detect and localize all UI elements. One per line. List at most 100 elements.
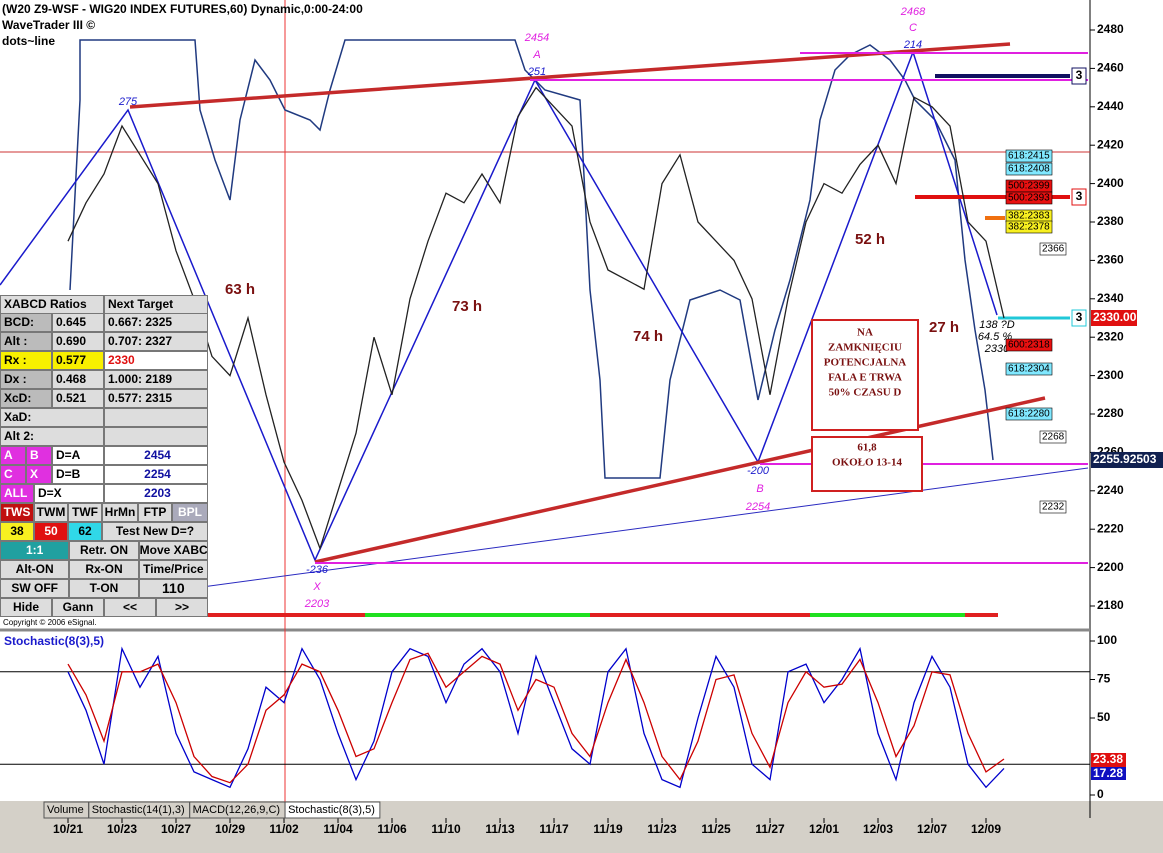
panel-cell: Next Target [104,295,208,314]
mode-label: dots~line [2,34,55,48]
panel-cell[interactable]: Test New D=? [102,522,208,541]
panel-cell: 0.667: 2325 [104,313,208,332]
tab[interactable]: Stochastic(8(3),5) [288,804,375,816]
annotation: 64.5 % [978,331,1012,343]
y-tick-label: 2440 [1097,99,1124,113]
panel-cell: 2254 [104,465,208,484]
x-tick-label: 11/25 [701,822,731,836]
panel-cell[interactable]: SW OFF [0,579,70,598]
annotation: 2203 [304,598,330,610]
y-tick-label: 0 [1097,787,1104,801]
panel-cell: Alt : [0,332,52,351]
tab[interactable]: Stochastic(14(1),3) [92,804,185,816]
trend-line [179,467,1089,591]
panel-cell[interactable]: BPL [172,503,208,522]
level-label: 2366 [1042,244,1065,255]
level-label: 500:2393 [1008,193,1050,204]
x-tick-label: 12/07 [917,822,947,836]
marker-label: 3 [1076,189,1083,203]
annotation: 2468 [900,6,926,18]
y-tick-label: 2480 [1097,22,1124,36]
panel-cell[interactable]: TWM [34,503,68,522]
panel-cell: ALL [0,484,34,503]
marker-box [1071,67,1087,85]
panel-cell[interactable]: >> [156,598,208,617]
level-box [1005,191,1053,205]
panel-cell: C [0,465,26,484]
note-text: OKOŁO 13-14 [832,457,902,469]
level-box [1039,242,1067,256]
panel-cell: 0.577: 2315 [104,389,208,408]
panel-cell[interactable]: T-ON [69,579,139,598]
marker-label: 3 [1076,310,1083,324]
level-label: 618:2408 [1008,164,1050,175]
panel-cell: 1.000: 2189 [104,370,208,389]
envelope-line [69,39,994,479]
level-label: 2268 [1042,432,1065,443]
panel-cell: 0.468 [52,370,104,389]
panel-cell[interactable]: Alt-ON [0,560,70,579]
y-tick-label: 2180 [1097,598,1124,612]
panel-cell[interactable]: HrMn [102,503,138,522]
note-box [811,319,919,431]
annotation: 52 h [855,231,885,248]
note-text: ZAMKNIĘCIU [828,342,902,354]
level-label: 2232 [1042,502,1065,513]
level-box [1005,149,1053,163]
footer-bar [0,801,1163,853]
panel-cell[interactable]: << [104,598,156,617]
panel-cell [104,408,208,427]
level-label: 382:2378 [1008,222,1050,233]
panel-cell[interactable]: 110 [138,579,208,598]
panel-cell: BCD: [0,313,52,332]
tab[interactable]: MACD(12,26,9,C) [193,804,280,816]
panel-cell[interactable]: TWF [68,503,102,522]
price-label: 2255.92503 [1093,452,1157,466]
panel-cell[interactable]: Gann [52,598,104,617]
y-tick-label: 75 [1097,672,1111,686]
panel-cell[interactable]: 62 [68,522,102,541]
y-tick-label: 2320 [1097,329,1124,343]
plugin-label: WaveTrader III © [2,18,95,32]
panel-cell: 0.577 [52,351,104,370]
y-tick-label: 2340 [1097,291,1124,305]
annotation: X [312,581,321,593]
annotation: 251 [527,66,546,78]
tab[interactable]: Volume [47,804,84,816]
panel-cell: Alt 2: [0,427,104,446]
panel-cell: D=A [52,446,104,465]
panel-cell[interactable]: Retr. ON [69,541,139,560]
level-box [1039,500,1067,514]
annotation: 138 ?D [979,319,1015,331]
panel-cell: 2330 [104,351,208,370]
x-tick-label: 11/10 [431,822,461,836]
y-tick-label: 2220 [1097,521,1124,535]
panel-cell[interactable]: FTP [138,503,172,522]
panel-cell[interactable]: Move XABCD [138,541,208,560]
panel-cell[interactable]: Rx-ON [69,560,139,579]
panel-cell: 2203 [104,484,208,503]
panel-cell[interactable]: Time/Price [138,560,208,579]
price-label: 2330.00 [1093,310,1137,324]
note-text: POTENCJALNA [824,357,907,369]
level-box [1005,162,1053,176]
annotation: 214 [903,39,922,51]
axis-area [1090,0,1163,801]
panel-cell[interactable]: 38 [0,522,34,541]
annotation: 2454 [524,32,549,44]
value-box [1091,767,1126,780]
x-tick-label: 11/23 [647,822,677,836]
tab-frame [284,801,381,819]
x-tick-label: 11/04 [323,822,353,836]
panel-cell[interactable]: Hide [0,598,52,617]
level-box [1005,362,1053,376]
x-tick-label: 12/01 [809,822,839,836]
panel-cell[interactable]: TWS [0,503,34,522]
note-text: FALA E TRWA [828,372,902,384]
panel-cell[interactable]: 50 [34,522,68,541]
note-text: NA [857,327,873,339]
x-tick-label: 11/13 [485,822,515,836]
panel-cell[interactable]: 1:1 [0,541,70,560]
x-tick-label: 12/09 [971,822,1001,836]
